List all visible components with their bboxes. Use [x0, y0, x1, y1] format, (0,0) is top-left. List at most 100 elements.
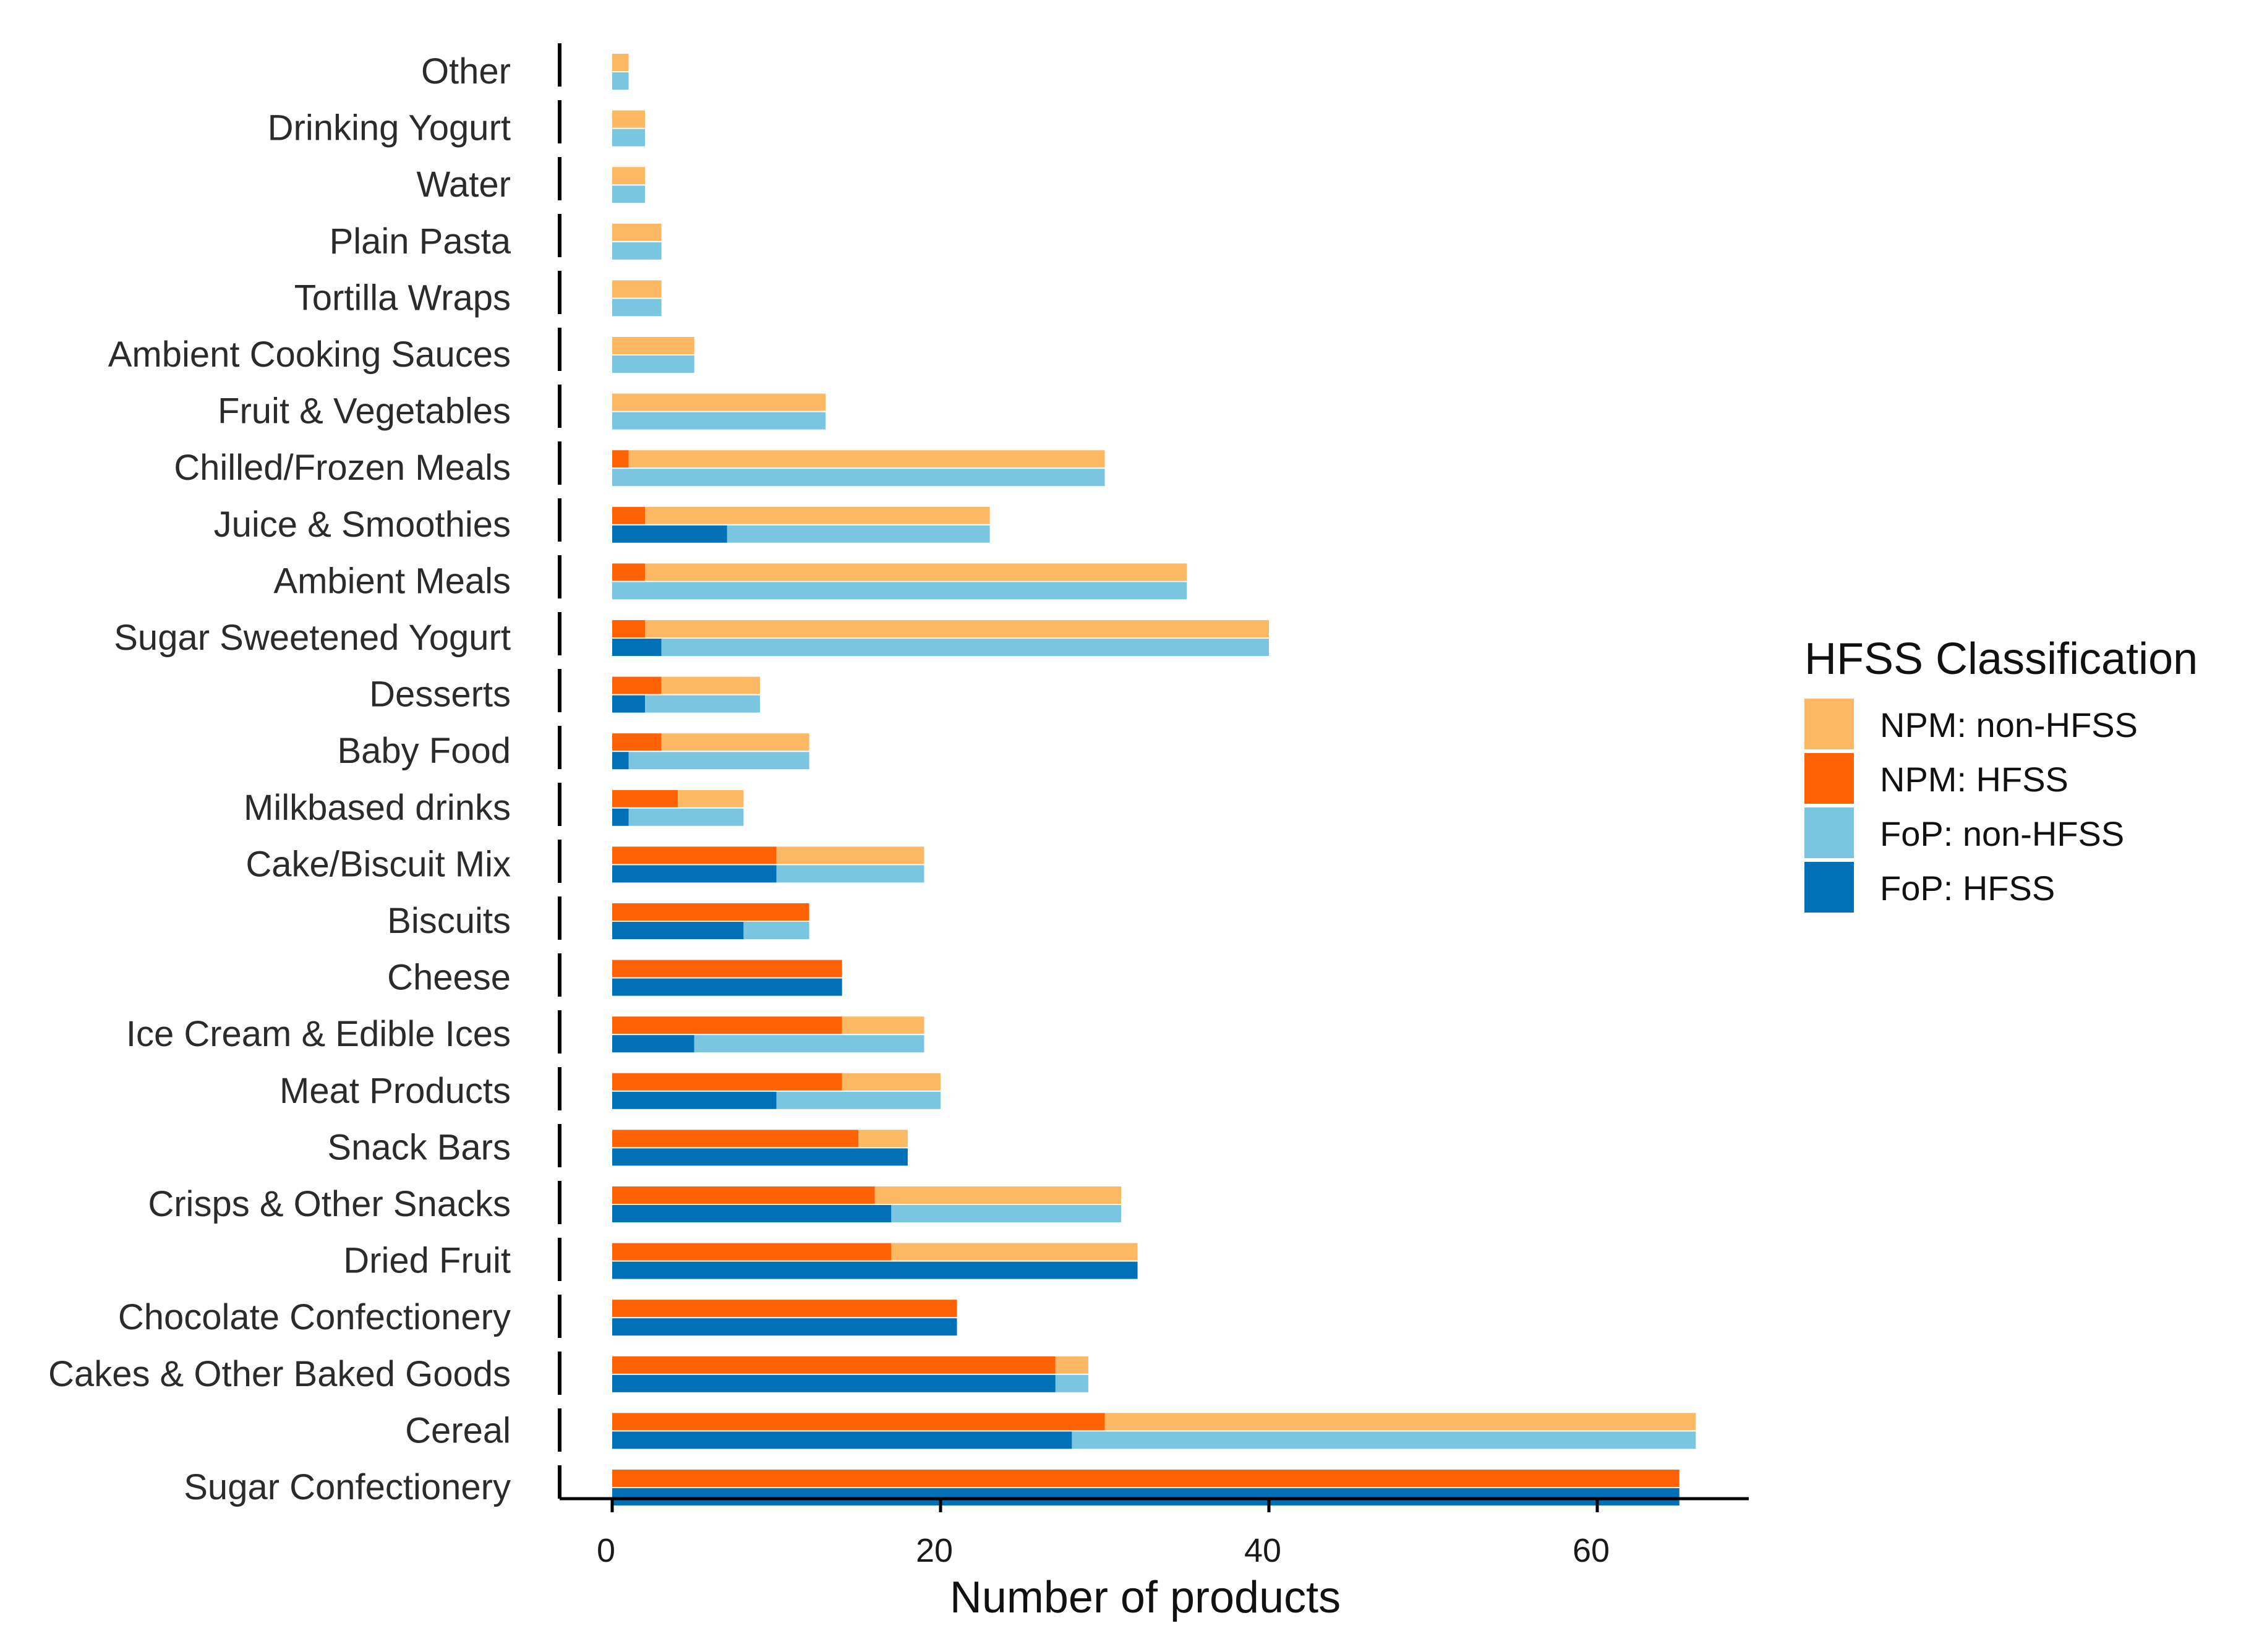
bar-snack-bars-npm-hfss: [612, 1130, 859, 1147]
bar-ambient-meals-npm-hfss: [612, 563, 646, 581]
bar-cakes-other-baked-goods-npm-non-hfss: [1055, 1356, 1088, 1374]
bar-biscuits-fop-hfss: [612, 922, 744, 939]
bar-desserts-npm-non-hfss: [661, 676, 760, 694]
bar-sugar-sweetened-yogurt-npm-non-hfss: [645, 620, 1269, 637]
bar-chocolate-confectionery-npm-hfss: [612, 1300, 957, 1318]
bar-cake-biscuit-mix-npm-non-hfss: [776, 846, 924, 864]
category-labels: Other Drinking Yogurt Water Plain Pasta Tort…: [48, 51, 511, 1507]
category-label: Juice & Smoothies: [214, 505, 511, 545]
category-label: Plain Pasta: [330, 221, 511, 262]
bar-juice-smoothies-npm-hfss: [612, 506, 646, 524]
bar-ice-cream-edible-ices-npm-non-hfss: [842, 1016, 924, 1034]
bar-cakes-other-baked-goods-fop-hfss: [612, 1374, 1056, 1392]
bar-tortilla-wraps-npm-non-hfss: [612, 280, 662, 298]
bar-sugar-sweetened-yogurt-npm-hfss: [612, 620, 646, 637]
bar-ambient-cooking-sauces-npm-non-hfss: [612, 337, 694, 354]
bar-milkbased-drinks-fop-non-hfss: [628, 808, 744, 826]
bar-water-fop-non-hfss: [612, 185, 646, 203]
bar-sugar-confectionery-fop-hfss: [612, 1488, 1680, 1505]
axes: [558, 43, 1749, 1501]
category-label: Tortilla Wraps: [294, 278, 511, 318]
bar-other-fop-non-hfss: [612, 72, 629, 90]
bar-juice-smoothies-fop-hfss: [612, 525, 727, 543]
legend-label-npm-non: NPM: non-HFSS: [1880, 705, 2138, 744]
bar-chilled-frozen-meals-npm-non-hfss: [628, 450, 1105, 468]
x-tick-label: 60: [1573, 1532, 1610, 1569]
bar-cereal-fop-non-hfss: [1072, 1431, 1696, 1449]
bar-milkbased-drinks-npm-hfss: [612, 790, 678, 807]
category-label: Ice Cream & Edible Ices: [126, 1014, 511, 1054]
bar-fruit-vegetables-fop-non-hfss: [612, 412, 826, 430]
legend-swatch-npm-non: [1804, 699, 1854, 749]
bar-crisps-other-snacks-npm-non-hfss: [874, 1186, 1122, 1204]
bar-cakes-other-baked-goods-npm-hfss: [612, 1356, 1056, 1374]
category-label: Cake/Biscuit Mix: [245, 844, 511, 884]
category-label: Cakes & Other Baked Goods: [48, 1354, 511, 1394]
bar-chocolate-confectionery-fop-hfss: [612, 1318, 957, 1336]
bar-meat-products-fop-non-hfss: [776, 1091, 941, 1109]
bar-ambient-meals-npm-non-hfss: [645, 563, 1187, 581]
legend-title: HFSS Classification: [1804, 634, 2198, 684]
bar-cake-biscuit-mix-npm-hfss: [612, 846, 777, 864]
category-label: Sugar Confectionery: [184, 1467, 511, 1507]
x-axis-title: Number of products: [950, 1573, 1341, 1622]
bar-ice-cream-edible-ices-npm-hfss: [612, 1016, 842, 1034]
category-label: Chilled/Frozen Meals: [174, 448, 511, 488]
category-label: Sugar Sweetened Yogurt: [114, 618, 511, 658]
category-label: Chocolate Confectionery: [118, 1297, 511, 1337]
category-label: Cheese: [387, 958, 511, 998]
bar-drinking-yogurt-fop-non-hfss: [612, 129, 646, 147]
bar-dried-fruit-npm-hfss: [612, 1243, 892, 1261]
category-label: Ambient Meals: [273, 561, 511, 601]
x-ticks: 0 20 40 60: [597, 1499, 1610, 1569]
legend-swatch-fop-non: [1804, 807, 1854, 858]
bar-water-npm-non-hfss: [612, 167, 646, 185]
bar-cereal-fop-hfss: [612, 1431, 1072, 1449]
bar-sugar-confectionery-npm-hfss: [612, 1470, 1680, 1487]
category-label: Milkbased drinks: [244, 788, 511, 828]
category-label: Baby Food: [337, 731, 511, 771]
bar-crisps-other-snacks-fop-non-hfss: [891, 1205, 1122, 1222]
bar-cereal-npm-hfss: [612, 1413, 1105, 1431]
bar-milkbased-drinks-npm-non-hfss: [678, 790, 744, 807]
bar-snack-bars-fop-hfss: [612, 1148, 908, 1166]
bar-crisps-other-snacks-fop-hfss: [612, 1205, 892, 1222]
category-label: Desserts: [369, 675, 511, 715]
x-tick-label: 20: [916, 1532, 953, 1569]
bar-baby-food-npm-non-hfss: [661, 733, 809, 751]
bar-baby-food-fop-hfss: [612, 752, 629, 770]
x-tick-label: 0: [597, 1532, 615, 1569]
bar-desserts-fop-hfss: [612, 695, 646, 713]
category-label: Other: [421, 51, 511, 92]
category-label: Water: [416, 164, 511, 205]
category-label: Fruit & Vegetables: [218, 391, 511, 432]
bar-fruit-vegetables-npm-non-hfss: [612, 393, 826, 411]
legend-label-npm-hfss: NPM: HFSS: [1880, 760, 2068, 799]
bar-ice-cream-edible-ices-fop-non-hfss: [694, 1035, 924, 1053]
bar-dried-fruit-npm-non-hfss: [891, 1243, 1138, 1261]
category-label: Drinking Yogurt: [268, 108, 511, 148]
bar-plain-pasta-fop-non-hfss: [612, 242, 662, 260]
bar-chilled-frozen-meals-fop-non-hfss: [612, 469, 1105, 487]
bar-snack-bars-npm-non-hfss: [858, 1130, 908, 1147]
bar-baby-food-fop-non-hfss: [628, 752, 809, 770]
category-label: Snack Bars: [327, 1127, 511, 1167]
bar-plain-pasta-npm-non-hfss: [612, 223, 662, 241]
bar-cakes-other-baked-goods-fop-non-hfss: [1055, 1374, 1088, 1392]
category-label: Cereal: [405, 1410, 511, 1450]
bar-cheese-npm-hfss: [612, 960, 842, 977]
bar-milkbased-drinks-fop-hfss: [612, 808, 629, 826]
legend: HFSS Classification NPM: non-HFSS NPM: HF…: [1804, 634, 2198, 913]
bar-tortilla-wraps-fop-non-hfss: [612, 299, 662, 317]
bar-crisps-other-snacks-npm-hfss: [612, 1186, 875, 1204]
bar-ambient-meals-fop-non-hfss: [612, 582, 1187, 600]
bar-baby-food-npm-hfss: [612, 733, 662, 751]
category-label: Crisps & Other Snacks: [148, 1184, 511, 1224]
bar-desserts-npm-hfss: [612, 676, 662, 694]
bar-drinking-yogurt-npm-non-hfss: [612, 110, 646, 128]
category-label: Meat Products: [280, 1071, 511, 1111]
bar-meat-products-fop-hfss: [612, 1091, 777, 1109]
bar-biscuits-fop-non-hfss: [743, 922, 809, 939]
bar-sugar-sweetened-yogurt-fop-hfss: [612, 639, 662, 656]
